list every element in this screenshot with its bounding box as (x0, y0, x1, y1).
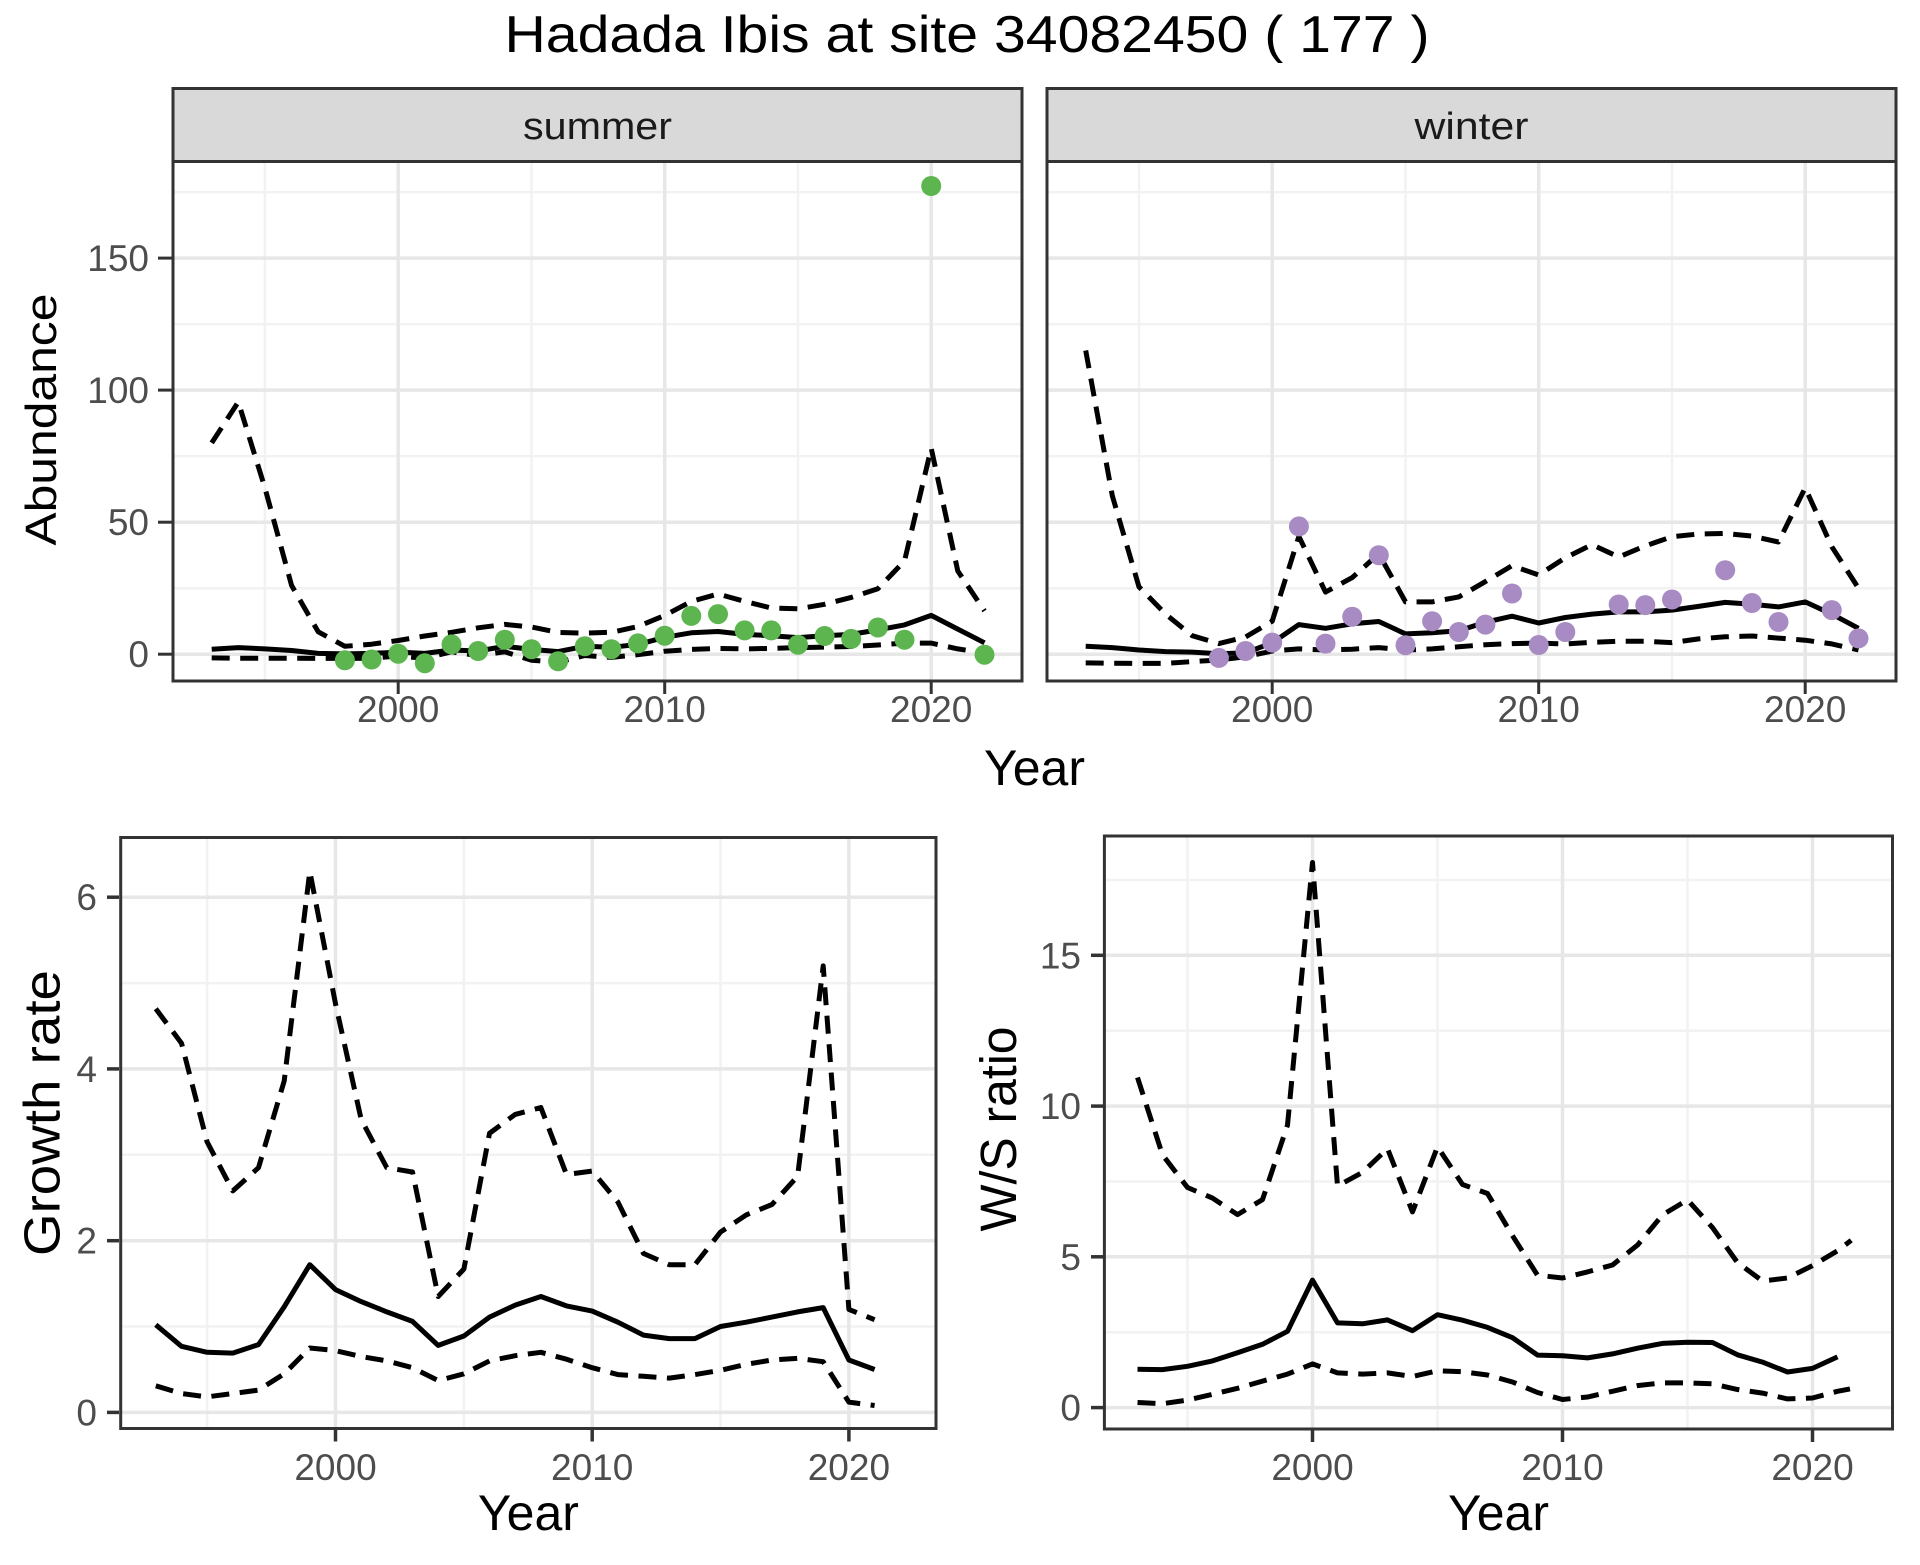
svg-text:2000: 2000 (294, 1447, 376, 1488)
svg-text:2020: 2020 (1771, 1447, 1853, 1488)
svg-text:6: 6 (76, 877, 97, 918)
svg-text:2: 2 (76, 1221, 97, 1262)
svg-text:4: 4 (76, 1049, 97, 1090)
svg-text:2000: 2000 (357, 689, 439, 730)
svg-text:Year: Year (478, 1485, 579, 1541)
svg-text:0: 0 (128, 634, 149, 675)
svg-text:50: 50 (108, 502, 149, 543)
svg-text:winter: winter (1413, 106, 1529, 148)
svg-text:Year: Year (1448, 1485, 1549, 1541)
svg-text:Year: Year (984, 740, 1085, 796)
svg-text:5: 5 (1060, 1237, 1081, 1278)
svg-text:15: 15 (1040, 935, 1081, 976)
svg-text:W/S ratio: W/S ratio (970, 1027, 1027, 1232)
svg-text:Hadada Ibis at site 34082450 (: Hadada Ibis at site 34082450 ( 177 ) (505, 6, 1430, 64)
svg-text:2000: 2000 (1231, 689, 1313, 730)
svg-text:summer: summer (523, 106, 672, 148)
svg-text:Abundance: Abundance (17, 294, 66, 546)
svg-text:2020: 2020 (1764, 689, 1846, 730)
svg-text:2020: 2020 (808, 1447, 890, 1488)
svg-text:2000: 2000 (1271, 1447, 1353, 1488)
svg-text:10: 10 (1040, 1086, 1081, 1127)
svg-text:2020: 2020 (890, 689, 972, 730)
svg-text:Growth rate: Growth rate (14, 970, 71, 1256)
svg-text:0: 0 (76, 1392, 97, 1433)
svg-text:150: 150 (87, 238, 149, 279)
svg-text:0: 0 (1060, 1388, 1081, 1429)
svg-text:2010: 2010 (1498, 689, 1580, 730)
svg-text:2010: 2010 (624, 689, 706, 730)
svg-text:2010: 2010 (1521, 1447, 1603, 1488)
svg-text:100: 100 (87, 370, 149, 411)
svg-text:2010: 2010 (551, 1447, 633, 1488)
